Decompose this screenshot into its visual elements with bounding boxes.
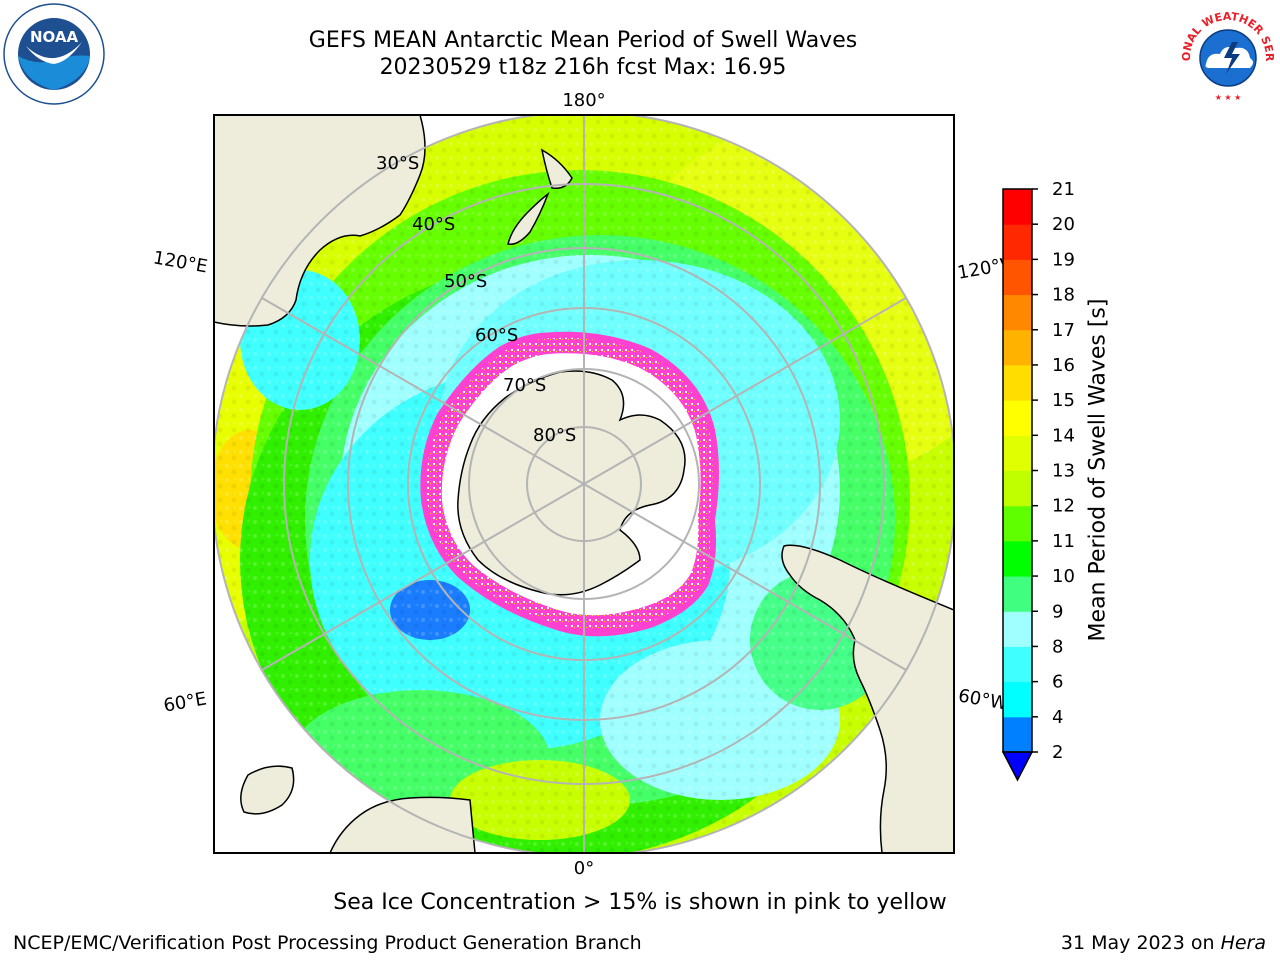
lon-label-0: 0° bbox=[574, 858, 594, 879]
colorbar-tick-label: 13 bbox=[1052, 461, 1075, 482]
colorbar-block bbox=[1003, 470, 1032, 507]
colorbar-tick-label: 15 bbox=[1052, 390, 1075, 411]
lat-label-60s: 60°S bbox=[475, 325, 518, 346]
continents bbox=[214, 115, 954, 853]
colorbar-block bbox=[1003, 540, 1032, 577]
colorbar-tick-label: 18 bbox=[1052, 285, 1075, 306]
lat-label-80s: 80°S bbox=[533, 425, 576, 446]
madagascar-land bbox=[240, 765, 295, 815]
lon-label-60w: 60°W bbox=[957, 685, 1010, 714]
lat-label-70s: 70°S bbox=[503, 375, 546, 396]
colorbar-tick-label: 9 bbox=[1052, 601, 1063, 622]
colorbar-block bbox=[1003, 681, 1032, 718]
colorbar-block bbox=[1003, 435, 1032, 471]
colorbar-under-arrow bbox=[1001, 751, 1034, 782]
colorbar-tick-label: 8 bbox=[1052, 636, 1063, 657]
colorbar-tick-label: 19 bbox=[1052, 249, 1075, 270]
colorbar-label: Mean Period of Swell Waves [s] bbox=[1085, 298, 1111, 642]
colorbar: 2 4 6 8 9 10 11 12 13 14 15 16 17 18 19 20 21 bbox=[1001, 179, 1075, 782]
colorbar-tick-label: 4 bbox=[1052, 707, 1063, 728]
antarctica-land bbox=[457, 370, 686, 596]
lat-label-50s: 50°S bbox=[444, 271, 487, 292]
colorbar-block bbox=[1003, 716, 1032, 753]
colorbar-tick-label: 12 bbox=[1052, 496, 1075, 517]
colorbar-block bbox=[1003, 400, 1032, 436]
footer-machine: Hera bbox=[1220, 932, 1266, 954]
colorbar-block bbox=[1003, 364, 1032, 401]
colorbar-blocks bbox=[1003, 189, 1032, 753]
south-america-land bbox=[781, 544, 954, 853]
lat-label-30s: 30°S bbox=[376, 153, 419, 174]
colorbar-ticks: 2 4 6 8 9 10 11 12 13 14 15 16 17 18 19 20 21 bbox=[1032, 179, 1075, 763]
colorbar-block bbox=[1003, 505, 1032, 542]
colorbar-block bbox=[1003, 329, 1032, 366]
colorbar-block bbox=[1003, 224, 1032, 260]
colorbar-block bbox=[1003, 576, 1032, 612]
sea-ice-note: Sea Ice Concentration > 15% is shown in … bbox=[333, 890, 947, 915]
australia-land bbox=[214, 115, 426, 327]
colorbar-block bbox=[1003, 611, 1032, 647]
lon-label-180: 180° bbox=[562, 90, 605, 111]
colorbar-tick-label: 2 bbox=[1052, 742, 1063, 763]
footer-date: 31 May 2023 on Hera bbox=[1061, 932, 1266, 954]
colorbar-tick-label: 20 bbox=[1052, 214, 1075, 235]
chart-title: GEFS MEAN Antarctic Mean Period of Swell… bbox=[308, 28, 858, 53]
colorbar-tick-label: 10 bbox=[1052, 566, 1075, 587]
colorbar-block bbox=[1003, 646, 1032, 683]
lon-label-60e: 60°E bbox=[162, 688, 208, 716]
colorbar-block bbox=[1003, 294, 1032, 331]
colorbar-tick-label: 17 bbox=[1052, 320, 1075, 341]
lat-label-40s: 40°S bbox=[412, 214, 455, 235]
colorbar-tick-label: 11 bbox=[1052, 531, 1075, 552]
svg-text:NOAA: NOAA bbox=[30, 28, 79, 46]
chart-subtitle: 20230529 t18z 216h fcst Max: 16.95 bbox=[379, 55, 787, 80]
colorbar-block bbox=[1003, 259, 1032, 296]
colorbar-tick-label: 6 bbox=[1052, 672, 1063, 693]
colorbar-tick-label: 16 bbox=[1052, 355, 1075, 376]
new-zealand-land bbox=[507, 148, 573, 245]
footer-date-text: 31 May 2023 on bbox=[1060, 932, 1221, 954]
footer-branch: NCEP/EMC/Verification Post Processing Pr… bbox=[13, 932, 642, 954]
map-frame bbox=[213, 114, 955, 854]
colorbar-tick-label: 21 bbox=[1052, 179, 1075, 200]
lon-label-120e: 120°E bbox=[152, 247, 210, 277]
graticule bbox=[214, 115, 954, 853]
colorbar-block bbox=[1003, 189, 1032, 225]
colorbar-tick-label: 14 bbox=[1052, 425, 1075, 446]
svg-text:★ ★ ★: ★ ★ ★ bbox=[1215, 93, 1242, 102]
nws-logo: NATIONAL WEATHER SERVICE ★ ★ ★ bbox=[1176, 2, 1278, 104]
noaa-logo: NOAA bbox=[3, 3, 105, 105]
